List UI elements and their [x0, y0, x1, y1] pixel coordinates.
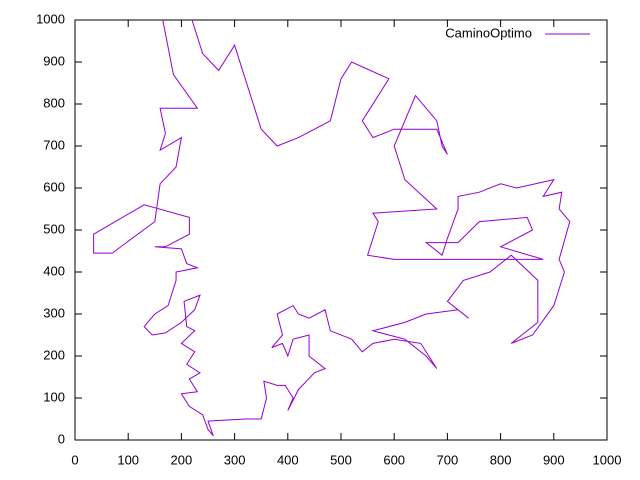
x-tick-label: 900: [543, 452, 565, 467]
x-tick-label: 100: [117, 452, 139, 467]
y-tick-label: 900: [43, 53, 65, 68]
x-tick-label: 0: [71, 452, 78, 467]
y-tick-label: 1000: [36, 11, 65, 26]
y-tick-label: 600: [43, 179, 65, 194]
y-tick-label: 100: [43, 389, 65, 404]
x-tick-label: 700: [437, 452, 459, 467]
x-tick-label: 600: [383, 452, 405, 467]
x-tick-label: 1000: [593, 452, 622, 467]
plot-frame: [74, 19, 608, 441]
x-tick-label: 300: [224, 452, 246, 467]
y-tick-label: 200: [43, 347, 65, 362]
x-tick-label: 500: [330, 452, 352, 467]
x-tick-label: 400: [277, 452, 299, 467]
y-tick-label: 0: [58, 431, 65, 446]
x-tick-label: 800: [490, 452, 512, 467]
x-tick-label: 200: [171, 452, 193, 467]
y-tick-label: 500: [43, 221, 65, 236]
y-tick-label: 400: [43, 263, 65, 278]
y-tick-label: 300: [43, 305, 65, 320]
y-tick-label: 800: [43, 95, 65, 110]
data-line: [93, 19, 571, 437]
legend-label: CaminoOptimo: [445, 25, 532, 40]
y-tick-label: 700: [43, 137, 65, 152]
